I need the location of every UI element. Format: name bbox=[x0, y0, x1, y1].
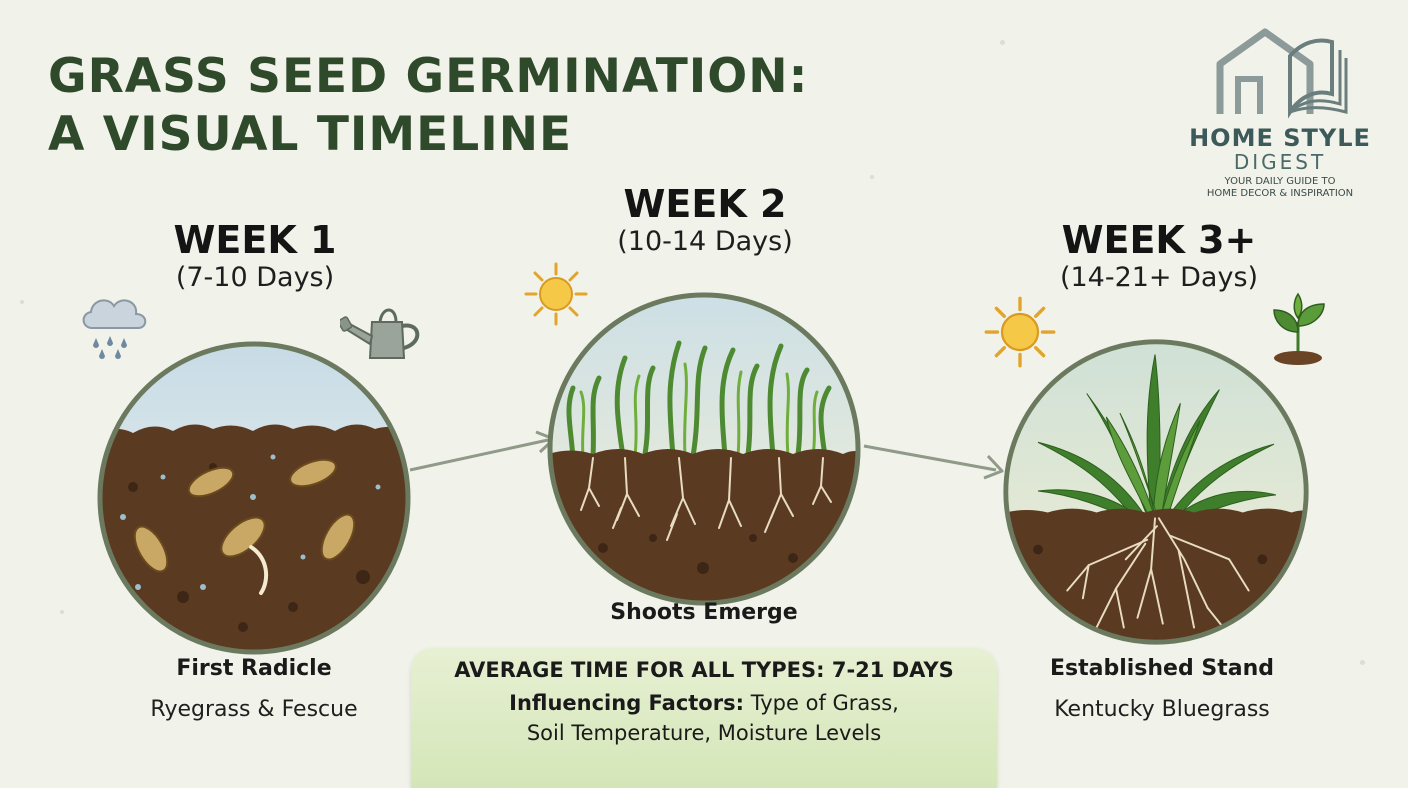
stage-1-week: WEEK 1 bbox=[173, 218, 337, 262]
stage-3-week: WEEK 3+ bbox=[1061, 218, 1257, 262]
summary-box: AVERAGE TIME FOR ALL TYPES: 7-21 DAYS In… bbox=[411, 648, 997, 788]
background-speck bbox=[870, 175, 874, 179]
sun-icon bbox=[984, 296, 1056, 368]
sun-icon bbox=[524, 262, 588, 326]
background-speck bbox=[1000, 40, 1005, 45]
factors-line-2: Soil Temperature, Moisture Levels bbox=[526, 721, 882, 745]
title-line-2: A VISUAL TIMELINE bbox=[48, 107, 573, 162]
logo-tagline: YOUR DAILY GUIDE TO HOME DECOR & INSPIRA… bbox=[1180, 176, 1380, 200]
stage-1-days: (7-10 Days) bbox=[175, 262, 335, 293]
title-line-1: GRASS SEED GERMINATION: bbox=[48, 49, 809, 104]
factors-label: Influencing Factors: bbox=[509, 691, 744, 715]
summary-heading: AVERAGE TIME FOR ALL TYPES: 7-21 DAYS bbox=[454, 658, 954, 682]
watering-can-icon bbox=[340, 308, 420, 359]
sprout-icon bbox=[1273, 292, 1325, 365]
stage-1-grass: Ryegrass & Fescue bbox=[150, 697, 358, 722]
logo-name-line-2: DIGEST bbox=[1233, 150, 1327, 174]
stage-2-days: (10-14 Days) bbox=[617, 226, 793, 257]
stage-2-week: WEEK 2 bbox=[623, 182, 787, 226]
rain-cloud-icon bbox=[82, 299, 147, 359]
house-book-icon bbox=[1216, 28, 1348, 119]
brand-logo: HOME STYLE DIGEST YOUR DAILY GUIDE TO HO… bbox=[1180, 24, 1380, 204]
summary-factors: Influencing Factors: Type of Grass, Soil… bbox=[411, 688, 997, 748]
stage-3-grass: Kentucky Bluegrass bbox=[1054, 697, 1270, 722]
background-speck bbox=[60, 610, 64, 614]
stage-3-label: Established Stand bbox=[1049, 656, 1275, 681]
logo-name-line-1: HOME STYLE bbox=[1189, 124, 1371, 152]
stage-3-days: (14-21+ Days) bbox=[1059, 262, 1259, 293]
factors-line-1: Type of Grass, bbox=[750, 691, 899, 715]
timeline-arrow bbox=[863, 444, 1004, 480]
background-speck bbox=[20, 300, 24, 304]
stage-2-illustration bbox=[547, 292, 861, 606]
background-speck bbox=[1360, 660, 1365, 665]
timeline-arrow bbox=[409, 430, 556, 472]
stage-1-illustration bbox=[97, 341, 411, 655]
stage-3-illustration bbox=[1003, 339, 1309, 645]
page-title: GRASS SEED GERMINATION: A VISUAL TIMELIN… bbox=[48, 48, 808, 164]
logo-tagline-line-2: HOME DECOR & INSPIRATION bbox=[1206, 188, 1354, 199]
stage-1-label: First Radicle bbox=[176, 656, 332, 681]
logo-tagline-line-1: YOUR DAILY GUIDE TO bbox=[1224, 176, 1336, 187]
stage-2-label: Shoots Emerge bbox=[610, 600, 798, 625]
